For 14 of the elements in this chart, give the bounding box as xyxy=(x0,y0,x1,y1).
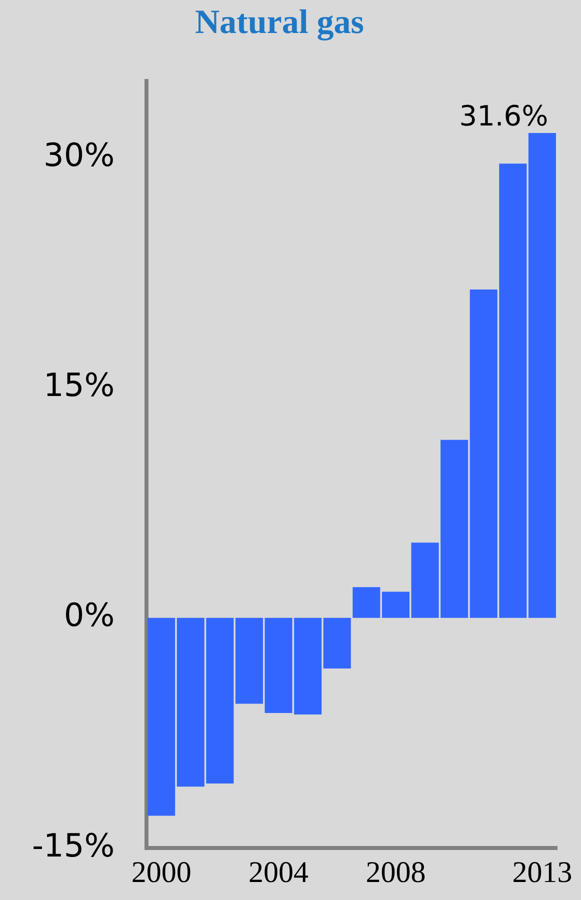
y-tick-label: -15% xyxy=(32,826,115,864)
y-tick-label: 15% xyxy=(44,366,115,404)
x-tick-label: 2008 xyxy=(366,856,426,889)
bar xyxy=(352,587,380,618)
data-label: 31.6% xyxy=(459,99,548,132)
bar xyxy=(528,132,556,618)
bar xyxy=(323,618,351,668)
y-tick-label: 30% xyxy=(44,136,115,174)
y-tick-label: 0% xyxy=(64,596,115,634)
x-tick-label: 2000 xyxy=(131,856,192,889)
x-tick-label: 2013 xyxy=(512,856,572,889)
bar xyxy=(148,618,176,816)
x-tick-label: 2004 xyxy=(248,856,309,889)
chart-title: Natural gas xyxy=(194,4,364,42)
